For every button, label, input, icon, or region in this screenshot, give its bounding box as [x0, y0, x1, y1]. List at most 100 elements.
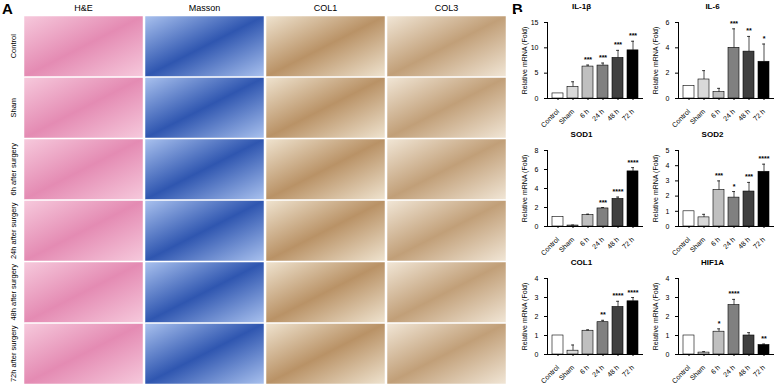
- svg-text:2: 2: [535, 204, 539, 211]
- svg-text:****: ****: [613, 188, 624, 195]
- svg-text:6: 6: [535, 166, 539, 173]
- svg-text:4: 4: [666, 44, 670, 51]
- svg-text:Sham: Sham: [557, 236, 575, 254]
- svg-text:48 h: 48 h: [606, 364, 621, 379]
- svg-text:6 h: 6 h: [578, 236, 590, 248]
- svg-text:6 h: 6 h: [709, 108, 721, 120]
- svg-text:**: **: [600, 311, 606, 318]
- svg-text:****: ****: [628, 289, 639, 296]
- svg-text:1: 1: [666, 332, 670, 339]
- svg-text:Control: Control: [670, 363, 691, 384]
- svg-text:4: 4: [666, 275, 670, 282]
- svg-text:****: ****: [628, 159, 639, 166]
- svg-text:***: ***: [614, 41, 622, 48]
- svg-text:3: 3: [666, 177, 670, 184]
- svg-text:0: 0: [535, 223, 539, 230]
- svg-text:0: 0: [666, 351, 670, 358]
- svg-text:24h after surgery: 24h after surgery: [9, 202, 18, 259]
- svg-text:24 h: 24 h: [722, 364, 737, 379]
- svg-text:6 h: 6 h: [709, 364, 721, 376]
- svg-text:24 h: 24 h: [591, 108, 606, 123]
- svg-text:24 h: 24 h: [722, 236, 737, 251]
- svg-text:72 h: 72 h: [752, 364, 767, 379]
- svg-text:Control: Control: [9, 34, 18, 59]
- svg-text:***: ***: [745, 173, 753, 180]
- svg-text:Control: Control: [539, 107, 560, 128]
- svg-text:1: 1: [535, 332, 539, 339]
- svg-text:***: ***: [599, 199, 607, 206]
- svg-text:****: ****: [613, 292, 624, 299]
- svg-text:0: 0: [535, 351, 539, 358]
- svg-text:Relative mRNA (Fold): Relative mRNA (Fold): [652, 27, 660, 95]
- svg-text:Relative mRNA (Fold): Relative mRNA (Fold): [521, 283, 529, 351]
- svg-text:A: A: [2, 0, 13, 17]
- svg-text:0: 0: [535, 95, 539, 102]
- svg-text:2: 2: [666, 313, 670, 320]
- svg-text:COL1: COL1: [314, 3, 338, 13]
- svg-text:Masson: Masson: [189, 3, 221, 13]
- svg-text:0: 0: [666, 95, 670, 102]
- svg-text:48 h: 48 h: [737, 236, 752, 251]
- svg-text:24 h: 24 h: [591, 364, 606, 379]
- svg-text:*: *: [763, 35, 766, 42]
- svg-text:2: 2: [535, 313, 539, 320]
- svg-text:72 h: 72 h: [621, 108, 636, 123]
- svg-text:72h after surgery: 72h after surgery: [9, 325, 18, 382]
- svg-text:1: 1: [666, 208, 670, 215]
- svg-text:48 h: 48 h: [737, 364, 752, 379]
- svg-text:48h after surgery: 48h after surgery: [9, 264, 18, 321]
- svg-text:**: **: [746, 27, 752, 34]
- svg-text:Relative mRNA (Fold): Relative mRNA (Fold): [521, 155, 529, 223]
- svg-text:Sham: Sham: [9, 98, 18, 118]
- svg-text:48 h: 48 h: [606, 108, 621, 123]
- svg-text:Relative mRNA (Fold): Relative mRNA (Fold): [652, 155, 660, 223]
- svg-text:***: ***: [715, 172, 723, 179]
- svg-text:Sham: Sham: [557, 364, 575, 382]
- svg-text:72 h: 72 h: [752, 108, 767, 123]
- svg-text:*: *: [718, 320, 721, 327]
- svg-text:48 h: 48 h: [737, 108, 752, 123]
- svg-text:H&E: H&E: [74, 3, 93, 13]
- svg-text:Control: Control: [670, 107, 691, 128]
- svg-text:5: 5: [535, 69, 539, 76]
- svg-text:*: *: [733, 183, 736, 190]
- svg-text:15: 15: [531, 19, 539, 26]
- svg-text:Control: Control: [539, 363, 560, 384]
- svg-text:***: ***: [629, 32, 637, 39]
- svg-text:Relative mRNA (Fold): Relative mRNA (Fold): [521, 27, 529, 95]
- svg-text:0: 0: [666, 223, 670, 230]
- svg-text:Sham: Sham: [688, 236, 706, 254]
- svg-text:***: ***: [599, 54, 607, 61]
- svg-text:Control: Control: [539, 235, 560, 256]
- svg-text:2: 2: [666, 69, 670, 76]
- svg-text:Sham: Sham: [688, 108, 706, 126]
- svg-text:Sham: Sham: [688, 364, 706, 382]
- svg-text:5: 5: [666, 147, 670, 154]
- svg-text:72 h: 72 h: [621, 364, 636, 379]
- svg-text:48 h: 48 h: [606, 236, 621, 251]
- svg-text:6 h: 6 h: [578, 364, 590, 376]
- svg-text:4: 4: [535, 275, 539, 282]
- svg-text:4: 4: [535, 185, 539, 192]
- svg-text:10: 10: [531, 44, 539, 51]
- svg-text:3: 3: [666, 294, 670, 301]
- svg-text:6 h: 6 h: [709, 236, 721, 248]
- svg-text:***: ***: [584, 56, 592, 63]
- svg-text:4: 4: [666, 162, 670, 169]
- svg-text:COL3: COL3: [435, 3, 459, 13]
- svg-text:8: 8: [535, 147, 539, 154]
- svg-text:72 h: 72 h: [621, 236, 636, 251]
- svg-text:72 h: 72 h: [752, 236, 767, 251]
- svg-text:***: ***: [730, 20, 738, 27]
- svg-text:24 h: 24 h: [591, 236, 606, 251]
- svg-text:6: 6: [666, 19, 670, 26]
- svg-text:24 h: 24 h: [722, 108, 737, 123]
- svg-text:6h after surgery: 6h after surgery: [9, 143, 18, 196]
- svg-text:2: 2: [666, 192, 670, 199]
- svg-text:Control: Control: [670, 235, 691, 256]
- svg-text:**: **: [761, 335, 767, 342]
- svg-text:Relative mRNA (Fold): Relative mRNA (Fold): [652, 283, 660, 351]
- svg-text:3: 3: [535, 294, 539, 301]
- svg-text:****: ****: [759, 155, 770, 162]
- svg-text:6 h: 6 h: [578, 108, 590, 120]
